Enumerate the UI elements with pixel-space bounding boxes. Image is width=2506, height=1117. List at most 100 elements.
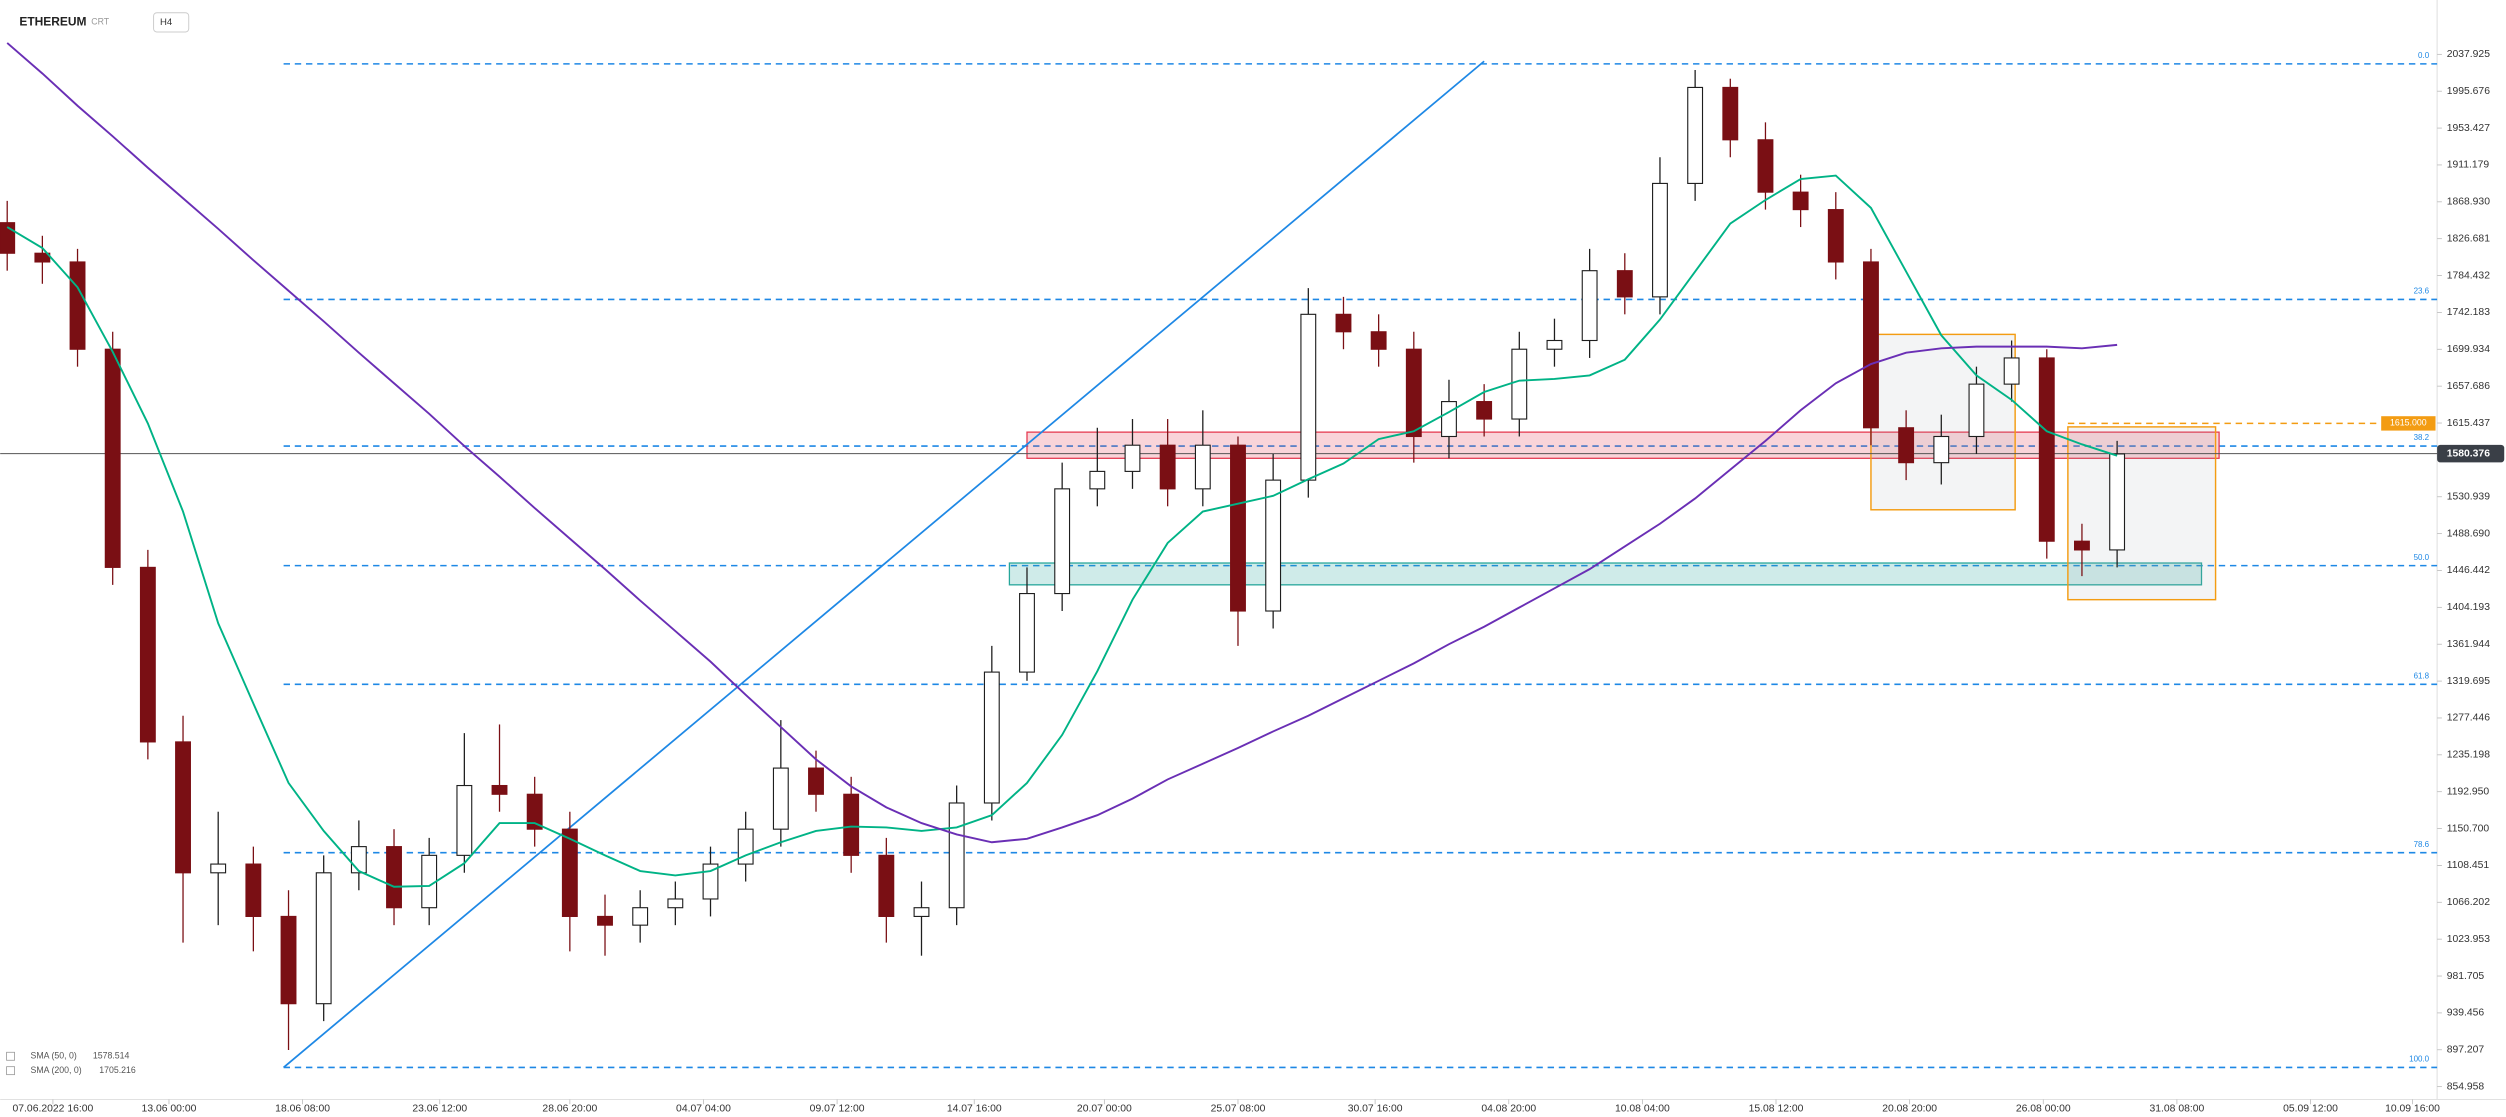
y-tick-label: 981.705 xyxy=(2447,971,2485,982)
source[interactable]: CRT xyxy=(91,17,110,27)
symbol: ETHEREUM xyxy=(19,15,86,29)
candle-body xyxy=(1511,348,1528,420)
candle-body xyxy=(667,898,684,909)
y-tick-label: 1995.676 xyxy=(2447,86,2491,97)
y-tick-label: 1404.193 xyxy=(2447,602,2491,613)
trendline xyxy=(283,60,1485,1069)
y-tick-label: 854.958 xyxy=(2447,1081,2485,1092)
x-tick-label: 23.06 12:00 xyxy=(412,1104,467,1115)
header: ETHEREUM CRT H4 xyxy=(19,12,190,33)
candle-body xyxy=(632,907,649,926)
interval[interactable]: H4 xyxy=(160,17,173,28)
sma-line xyxy=(6,42,2118,844)
candle-body xyxy=(315,872,332,1005)
legend-name: SMA (200, 0) xyxy=(31,1065,82,1075)
candle-body xyxy=(1265,479,1282,612)
x-tick-label: 04.07 04:00 xyxy=(676,1104,731,1115)
candle-body xyxy=(139,566,156,743)
candle-body xyxy=(702,863,719,900)
candle-body xyxy=(1722,86,1739,141)
candle-body xyxy=(280,915,297,1005)
y-tick-label: 1615.437 xyxy=(2447,418,2491,429)
x-tick-label: 10.09 16:00 xyxy=(2385,1104,2440,1115)
candle-body xyxy=(1757,139,1774,193)
y-tick-label: 1108.451 xyxy=(2447,860,2490,871)
x-tick-label: 26.08 00:00 xyxy=(2016,1104,2071,1115)
target-label-box xyxy=(2381,416,2436,431)
fib-label: 0.0 xyxy=(2418,51,2430,60)
legend-swatch xyxy=(6,1066,15,1076)
x-tick-label: 14.07 16:00 xyxy=(947,1104,1002,1115)
legend-swatch xyxy=(6,1051,15,1061)
candle-body xyxy=(491,784,508,795)
x-tick-label: 31.08 08:00 xyxy=(2149,1104,2204,1115)
y-tick-label: 1277.446 xyxy=(2447,713,2491,724)
x-tick-label: 30.07 16:00 xyxy=(1348,1104,1403,1115)
candle-body xyxy=(350,846,367,874)
x-tick-label: 18.06 08:00 xyxy=(275,1104,330,1115)
sma-line xyxy=(6,174,2118,888)
candle-body xyxy=(1441,401,1457,438)
y-tick-label: 1868.930 xyxy=(2447,197,2491,208)
fib-label: 50.0 xyxy=(2414,553,2430,562)
y-tick-label: 2037.925 xyxy=(2447,49,2491,60)
candle-body xyxy=(1652,182,1668,298)
candle-body xyxy=(948,802,965,909)
x-tick-label: 09.07 12:00 xyxy=(810,1104,865,1115)
candle-body xyxy=(1159,444,1176,490)
candle-body xyxy=(843,793,860,856)
candle-body xyxy=(561,828,578,917)
candle-body xyxy=(386,846,402,909)
y-tick-label: 1192.950 xyxy=(2447,786,2490,797)
candle-body xyxy=(1300,313,1317,481)
candle-body xyxy=(69,261,86,350)
candle-body xyxy=(1792,191,1809,211)
y-tick-label: 1953.427 xyxy=(2447,123,2491,134)
y-tick-label: 897.207 xyxy=(2447,1044,2485,1055)
candle-body xyxy=(210,863,227,874)
last-price-box xyxy=(2437,444,2505,463)
candle-body xyxy=(175,741,191,874)
candle-body xyxy=(1370,331,1387,350)
y-tick-label: 1150.700 xyxy=(2447,823,2490,834)
interval-button[interactable] xyxy=(153,12,190,33)
candle-body xyxy=(1933,435,1950,464)
candle-body xyxy=(2109,453,2126,551)
candle-body xyxy=(772,767,789,830)
candle-body xyxy=(913,907,930,917)
candle-body xyxy=(1054,488,1071,595)
candle-body xyxy=(1089,470,1106,490)
box xyxy=(2067,426,2217,601)
candle-body xyxy=(1898,427,1915,464)
candle-body xyxy=(983,671,1000,804)
legend-value: 1705.216 xyxy=(99,1065,136,1075)
target-label: 1615.000 xyxy=(2390,418,2427,428)
legend-value: 1578.514 xyxy=(93,1051,130,1061)
x-tick-label: 20.08 20:00 xyxy=(1882,1104,1937,1115)
y-tick-label: 1446.442 xyxy=(2447,565,2491,576)
candle-body xyxy=(1968,383,1985,438)
x-tick-label: 05.09 12:00 xyxy=(2283,1104,2338,1115)
fib-label: 100.0 xyxy=(2409,1055,2430,1064)
x-tick-label: 20.07 00:00 xyxy=(1077,1104,1132,1115)
candle-body xyxy=(1616,270,1633,298)
candle-body xyxy=(1863,261,1879,429)
candle-body xyxy=(2038,357,2055,542)
x-tick-label: 07.06.2022 16:00 xyxy=(13,1104,94,1115)
y-tick-label: 1530.939 xyxy=(2447,491,2491,502)
y-tick-label: 1319.695 xyxy=(2447,676,2491,687)
y-tick-label: 939.456 xyxy=(2447,1008,2485,1019)
fib-label: 38.2 xyxy=(2414,433,2430,442)
x-tick-label: 04.08 20:00 xyxy=(1481,1104,1536,1115)
candle-body xyxy=(245,863,262,917)
legend-name: SMA (50, 0) xyxy=(31,1051,77,1061)
x-tick-label: 25.07 08:00 xyxy=(1211,1104,1266,1115)
fib-label: 61.8 xyxy=(2414,671,2430,680)
x-tick-label: 13.06 00:00 xyxy=(142,1104,197,1115)
candle-body xyxy=(1581,270,1598,342)
candle-body xyxy=(878,854,895,917)
candle-body xyxy=(808,767,824,795)
